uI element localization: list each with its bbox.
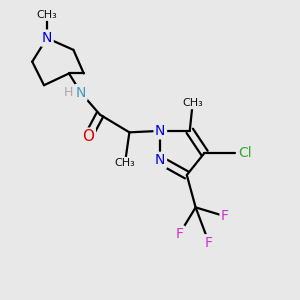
Text: N: N xyxy=(155,124,166,138)
Text: CH₃: CH₃ xyxy=(37,10,57,20)
Text: O: O xyxy=(82,129,94,144)
Text: N: N xyxy=(42,31,52,45)
Text: CH₃: CH₃ xyxy=(115,158,135,168)
Text: F: F xyxy=(176,227,183,241)
Text: H: H xyxy=(64,86,73,99)
Text: CH₃: CH₃ xyxy=(182,98,203,108)
Text: N: N xyxy=(76,85,86,100)
Text: F: F xyxy=(221,209,229,223)
Text: Cl: Cl xyxy=(238,146,252,160)
Text: N: N xyxy=(155,153,166,167)
Text: F: F xyxy=(205,236,213,250)
